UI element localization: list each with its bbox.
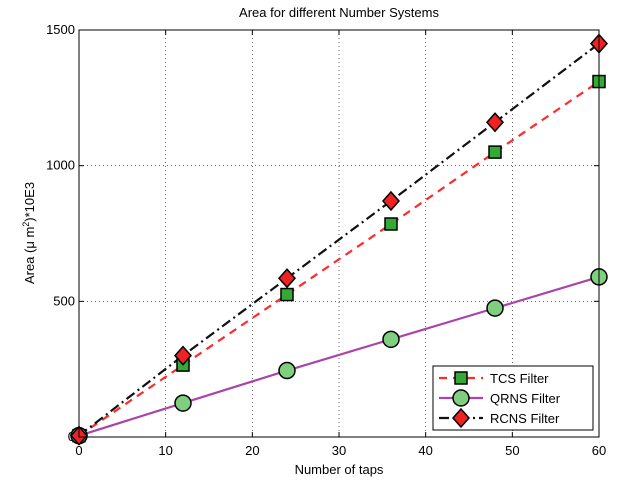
axis-ticks: 0102030405060050010001500 [46, 22, 606, 458]
legend-label-2: RCNS Filter [490, 411, 560, 426]
plot-border [78, 29, 600, 438]
data-point-series-1 [278, 361, 296, 380]
x-tick-label: 40 [418, 443, 432, 458]
legend-marker-2 [451, 407, 471, 429]
data-point-series-2 [485, 112, 505, 133]
data-point-series-2 [277, 268, 297, 289]
series-lines [78, 42, 600, 437]
legend-marker-0 [454, 371, 468, 385]
x-axis-label: Number of taps [295, 462, 384, 477]
data-point-series-1 [382, 330, 400, 349]
y-axis-label-sup: 2 [21, 222, 31, 227]
grid-lines [79, 30, 599, 437]
x-tick-label: 60 [592, 443, 606, 458]
data-point-series-0 [280, 287, 294, 302]
y-axis-label: Area (μ m2)*10E3 [21, 182, 37, 284]
x-tick-label: 30 [332, 443, 346, 458]
data-point-series-0 [384, 217, 398, 231]
y-axis-label-prefix: Area (μ m [22, 227, 37, 284]
x-tick-label: 20 [245, 443, 259, 458]
data-point-series-0 [488, 145, 502, 159]
x-tick-label: 10 [158, 443, 172, 458]
legend-label-0: TCS Filter [490, 371, 549, 386]
x-tick-label: 0 [75, 443, 82, 458]
legend-marker-1 [452, 389, 470, 407]
y-tick-label: 1500 [46, 22, 75, 37]
y-tick-label: 1000 [46, 158, 75, 173]
data-point-series-1 [486, 299, 504, 317]
y-axis-label-suffix: )*10E3 [22, 182, 37, 222]
y-tick-label: 500 [53, 293, 75, 308]
chart-title: Area for different Number Systems [239, 5, 439, 20]
legend: TCS Filter QRNS Filter RCNS Filter [432, 365, 594, 431]
series-line-2 [78, 42, 600, 437]
data-point-series-2 [381, 190, 401, 212]
series-line-1 [78, 275, 600, 437]
data-point-series-2 [173, 345, 193, 366]
series-line-0 [78, 80, 600, 437]
x-tick-label: 50 [505, 443, 519, 458]
data-point-series-1 [174, 394, 192, 412]
legend-label-1: QRNS Filter [490, 391, 561, 406]
